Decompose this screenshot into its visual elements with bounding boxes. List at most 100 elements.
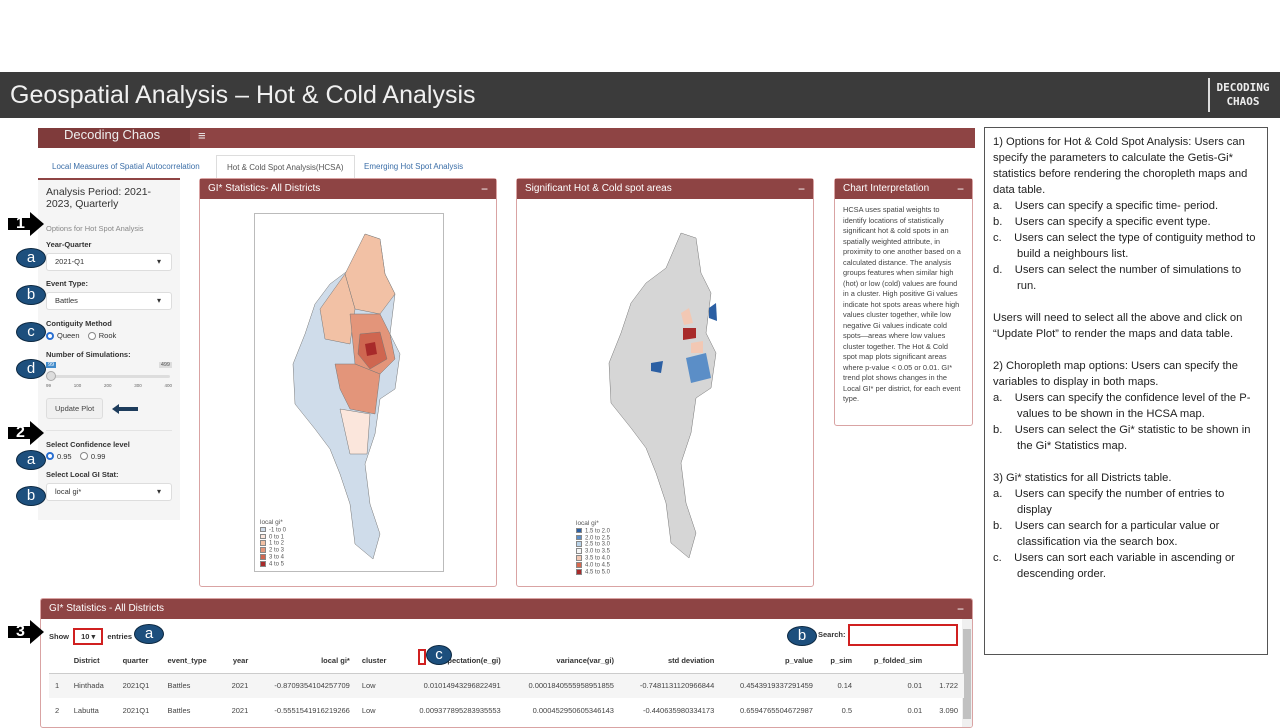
slider-tick: 400: [164, 382, 172, 388]
table-cell: 0.01: [907, 706, 923, 715]
legend-label: 3.0 to 3.5: [585, 548, 611, 555]
annotation-a: a: [134, 624, 164, 644]
legend-label: 3 to 4: [269, 554, 285, 561]
table-cell: 1: [55, 681, 60, 691]
annotation-number: 3: [16, 623, 25, 640]
minus-icon[interactable]: −: [797, 182, 805, 196]
annotation-arrow-3: 3: [8, 620, 44, 644]
gi-table-panel: GI* Statistics - All Districts − Show 10 …: [40, 598, 973, 728]
legend-item: -1 to 0: [260, 526, 286, 534]
table-cell: 3.090: [939, 706, 958, 715]
slider-handle[interactable]: [46, 370, 56, 381]
slide-title-bar: Geospatial Analysis – Hot & Cold Analysi…: [0, 72, 1280, 118]
hcsa-choropleth: [608, 232, 717, 559]
annotation-b: b: [16, 486, 46, 506]
hcsa-map: local gi* 1.5 to 2.0 2.0 to 2.5 2.5 to 3.0 3…: [571, 213, 761, 575]
show-entries: Show 10 ▾ entries: [49, 628, 132, 645]
note-item: b. Users can specify a specific event ty…: [993, 216, 1211, 228]
note-2: 2) Choropleth map options: Users can spe…: [993, 360, 1239, 388]
radio-label: Queen: [57, 331, 80, 340]
minus-icon[interactable]: −: [480, 182, 488, 196]
radio-queen[interactable]: Queen: [46, 331, 80, 340]
radio-095[interactable]: 0.95: [46, 452, 72, 461]
event-type-select[interactable]: Battles: [46, 292, 172, 310]
column-header[interactable]: cluster: [355, 649, 399, 674]
radio-099[interactable]: 0.99: [79, 451, 106, 461]
app-brand[interactable]: Decoding Chaos: [38, 128, 190, 148]
entries-label: entries: [107, 632, 132, 641]
annotation-c: c: [426, 645, 452, 665]
radio-rook[interactable]: Rook: [87, 331, 116, 340]
radio-label: 0.99: [90, 451, 106, 461]
radio-button[interactable]: [87, 331, 96, 340]
slider-max: 499: [158, 361, 172, 368]
note-item: c. Users can sort each variable in ascen…: [993, 552, 1235, 580]
table-cell: 0.01014943296822491: [423, 681, 501, 691]
column-header[interactable]: std deviation: [619, 649, 721, 674]
table-cell: 2021: [231, 681, 249, 691]
scrollbar[interactable]: [962, 619, 972, 727]
tab-emerging-hot-spot[interactable]: Emerging Hot Spot Analysis: [364, 162, 464, 171]
entries-select[interactable]: 10 ▾: [73, 628, 104, 645]
note-item: a. Users can specify a specific time- pe…: [993, 200, 1219, 212]
arrow-right-icon: [8, 212, 44, 236]
column-header[interactable]: year: [220, 649, 255, 674]
legend-item: 4.5 to 5.0: [576, 569, 610, 576]
slider-track[interactable]: [48, 374, 170, 378]
hamburger-icon[interactable]: ≡: [198, 128, 206, 143]
radio-button[interactable]: [46, 452, 54, 460]
year-quarter-select[interactable]: 2021-Q1: [46, 253, 172, 271]
legend-swatch: [576, 569, 582, 575]
table-cell: -0.440635980334173: [642, 706, 715, 715]
annotation-a: a: [16, 450, 46, 470]
column-header[interactable]: District: [67, 649, 117, 674]
note-1b: Users will need to select all the above …: [993, 312, 1243, 340]
options-heading: Options for Hot Spot Analysis: [46, 224, 144, 233]
legend-swatch: [576, 555, 582, 561]
annotation-arrow-2: 2: [8, 421, 44, 445]
table-row[interactable]: 2 Labutta 2021Q1 Battles 2021 -0.555154191621…: [49, 698, 964, 723]
legend-swatch: [260, 554, 266, 560]
table-row[interactable]: 1 Hinthada 2021Q1 Battles 2021 -0.87093541042…: [49, 673, 964, 698]
tab-hcsa[interactable]: Hot & Cold Spot Analysis(HCSA): [216, 155, 355, 179]
column-header[interactable]: quarter: [116, 649, 162, 674]
column-header[interactable]: variance(var_gi): [506, 649, 620, 674]
column-header[interactable]: local gi*: [254, 649, 356, 674]
note-item: a. Users can specify the confidence leve…: [993, 392, 1251, 420]
app-header: Decoding Chaos ≡: [38, 128, 975, 148]
search-input[interactable]: [848, 624, 958, 646]
radio-button[interactable]: [79, 452, 88, 460]
simulations-slider[interactable]: 99 499 99 100 200 300 400: [46, 359, 172, 393]
minus-icon[interactable]: −: [956, 602, 964, 616]
legend-swatch: [260, 540, 266, 546]
column-header[interactable]: expectation(e_gi): [398, 649, 507, 674]
hcsa-legend: local gi* 1.5 to 2.0 2.0 to 2.5 2.5 to 3.0 3…: [576, 520, 610, 576]
gi-statistics-panel: GI* Statistics- All Districts − local gi*…: [199, 178, 497, 587]
table-cell: Low: [361, 681, 376, 691]
minus-icon[interactable]: −: [956, 182, 964, 196]
note-1: 1) Options for Hot & Cold Spot Analysis:…: [993, 136, 1248, 196]
legend-swatch: [260, 533, 266, 540]
column-header[interactable]: p_sim: [818, 649, 859, 674]
annotation-number: 1: [16, 215, 25, 232]
legend-item: 3.0 to 3.5: [576, 548, 610, 555]
tab-local-measures[interactable]: Local Measures of Spatial Autocorrelatio…: [52, 162, 200, 171]
column-header[interactable]: p_value: [720, 649, 819, 674]
column-header[interactable]: event_type: [161, 649, 221, 674]
analysis-period: Analysis Period: 2021-2023, Quarterly: [46, 186, 152, 210]
legend-item: 2 to 3: [260, 547, 286, 554]
update-plot-button[interactable]: Update Plot: [46, 397, 104, 419]
table-cell: 2021Q1: [122, 706, 150, 715]
slider-tick: 100: [73, 382, 82, 388]
annotation-b: b: [16, 285, 46, 305]
table-cell: 1.722: [939, 681, 958, 691]
logo-line1: DECODING: [1216, 81, 1270, 94]
column-header[interactable]: p_folded_sim: [858, 649, 929, 674]
column-header: [49, 649, 68, 674]
legend-label: 2 to 3: [269, 547, 285, 554]
slider-value: 99: [46, 361, 57, 368]
legend-item: 3 to 4: [260, 554, 286, 561]
radio-button[interactable]: [46, 331, 54, 340]
gi-stat-select[interactable]: local gi*: [46, 483, 172, 501]
table-cell: 0.000452950605346143: [532, 706, 614, 715]
